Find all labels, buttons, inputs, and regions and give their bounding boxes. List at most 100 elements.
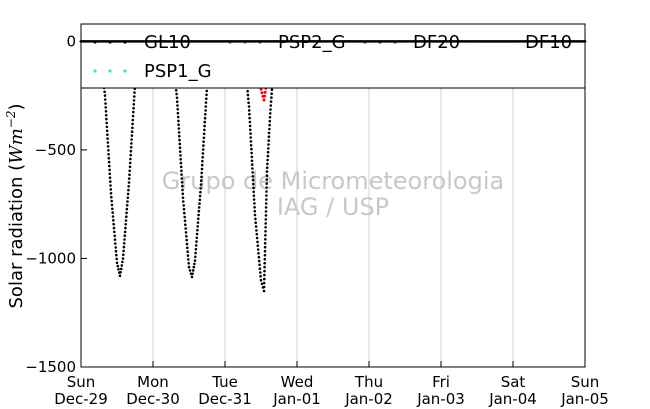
- data-point: [259, 271, 262, 274]
- data-point: [130, 134, 134, 137]
- data-point: [264, 230, 267, 233]
- data-point: [194, 255, 197, 259]
- data-point: [200, 171, 203, 175]
- x-tick-label-day: Tue: [211, 373, 238, 391]
- data-point: [109, 180, 112, 183]
- x-tick-label-day: Sat: [501, 373, 526, 391]
- data-point: [107, 156, 111, 160]
- data-point: [125, 204, 129, 207]
- data-point: [202, 136, 206, 140]
- data-point: [194, 251, 197, 255]
- data-point: [106, 133, 109, 136]
- data-point: [114, 242, 117, 245]
- data-point: [132, 103, 136, 106]
- legend-label-psp1-g: PSP1_G: [144, 61, 212, 82]
- data-point: [187, 265, 191, 269]
- data-point: [184, 223, 187, 226]
- data-point: [185, 235, 188, 238]
- data-point: [250, 155, 254, 159]
- data-point: [121, 260, 124, 264]
- data-point: [256, 248, 260, 251]
- data-point: [127, 181, 131, 184]
- data-point: [103, 98, 107, 101]
- data-point: [108, 164, 111, 168]
- data-point: [107, 153, 110, 156]
- data-point: [111, 215, 115, 218]
- data-point: [267, 139, 271, 142]
- y-axis-label-unit: Wm: [6, 128, 27, 164]
- data-point: [106, 137, 109, 140]
- legend-entry-psp1-g: PSP1_G: [93, 61, 212, 82]
- data-point: [184, 231, 188, 234]
- data-point: [106, 145, 110, 148]
- legend-marker-psp1-g: [93, 69, 127, 73]
- data-point: [177, 127, 181, 130]
- data-point: [182, 207, 186, 211]
- data-point: [112, 226, 116, 230]
- data-point: [265, 198, 268, 201]
- x-tick-label-day: Mon: [137, 373, 169, 391]
- data-point: [111, 211, 114, 214]
- data-point: [203, 120, 207, 124]
- data-point: [203, 128, 206, 132]
- data-point: [263, 90, 267, 94]
- data-point: [263, 257, 267, 261]
- data-point: [205, 93, 208, 97]
- data-point: [195, 232, 199, 236]
- data-point: [263, 249, 267, 253]
- data-point: [133, 91, 136, 94]
- data-point: [130, 130, 134, 133]
- data-point: [178, 146, 182, 149]
- data-point: [181, 188, 184, 192]
- data-point: [110, 195, 113, 199]
- data-point: [269, 112, 272, 115]
- data-point: [188, 269, 192, 272]
- data-point: [129, 157, 132, 161]
- data-point: [260, 282, 264, 286]
- x-tick-label-date: Jan-01: [272, 390, 321, 408]
- data-point: [204, 109, 207, 112]
- data-point: [251, 171, 254, 174]
- data-point: [179, 158, 182, 161]
- data-point: [263, 242, 267, 245]
- data-point: [254, 217, 257, 221]
- data-point: [115, 253, 118, 257]
- data-point: [251, 175, 255, 178]
- data-point: [178, 134, 181, 138]
- data-point: [199, 179, 203, 182]
- legend-box: [80, 23, 586, 89]
- data-point: [195, 240, 198, 243]
- data-point: [256, 240, 259, 244]
- data-point: [131, 118, 135, 122]
- data-point: [267, 143, 270, 146]
- watermark: Grupo de Micrometeorologia IAG / USP: [162, 167, 504, 221]
- data-point: [264, 210, 268, 213]
- data-point: [177, 123, 180, 126]
- data-point: [195, 236, 199, 240]
- data-point: [252, 186, 255, 190]
- data-point: [265, 194, 268, 197]
- data-point: [252, 198, 256, 201]
- data-point: [187, 258, 190, 261]
- x-tick-label-day: Thu: [354, 373, 383, 391]
- data-point: [191, 272, 194, 276]
- data-point: [197, 206, 201, 209]
- data-point: [247, 97, 250, 101]
- data-point: [263, 273, 266, 277]
- data-point: [202, 140, 205, 143]
- data-point: [191, 269, 195, 272]
- x-tick-label-date: Dec-31: [198, 390, 252, 408]
- data-point: [202, 132, 206, 136]
- data-point: [109, 188, 113, 191]
- data-point: [176, 104, 179, 107]
- data-point: [179, 154, 182, 157]
- y-axis-label: Solar radiation (Wm−2): [4, 103, 27, 308]
- data-point: [270, 92, 273, 95]
- data-point: [109, 184, 112, 187]
- y-axis: 0 −500 −1000 −1500: [25, 32, 87, 376]
- data-point: [263, 269, 266, 273]
- data-point: [128, 169, 131, 173]
- data-point: [180, 169, 183, 173]
- legend-marker-dot: [123, 69, 127, 73]
- data-point: [127, 185, 130, 188]
